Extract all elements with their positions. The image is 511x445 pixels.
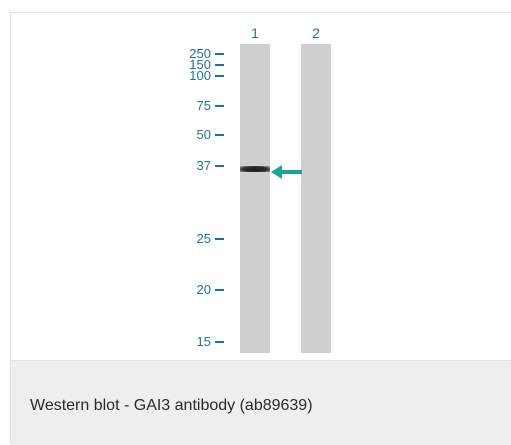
western-blot-image[interactable]: 1 2 250 150 100 75 50 37 25 20 15 xyxy=(11,13,511,361)
marker-100: 100 xyxy=(185,69,237,83)
marker-15: 15 xyxy=(185,335,237,349)
marker-250: 250 xyxy=(185,47,237,61)
protein-band xyxy=(240,166,270,172)
lane-1 xyxy=(240,44,270,353)
lane-2 xyxy=(301,44,331,353)
marker-25: 25 xyxy=(185,232,237,246)
band-arrow-icon xyxy=(271,165,302,179)
lane-number-1: 1 xyxy=(251,25,259,41)
marker-37: 37 xyxy=(185,159,237,173)
figure-card: 1 2 250 150 100 75 50 37 25 20 15 Wester… xyxy=(10,12,511,445)
image-caption: Western blot - GAI3 antibody (ab89639) xyxy=(30,397,313,414)
marker-75: 75 xyxy=(185,99,237,113)
marker-150: 150 xyxy=(185,58,237,72)
marker-20: 20 xyxy=(185,283,237,297)
marker-50: 50 xyxy=(185,128,237,142)
lane-number-2: 2 xyxy=(312,25,320,41)
caption-area: Western blot - GAI3 antibody (ab89639) xyxy=(11,361,511,445)
